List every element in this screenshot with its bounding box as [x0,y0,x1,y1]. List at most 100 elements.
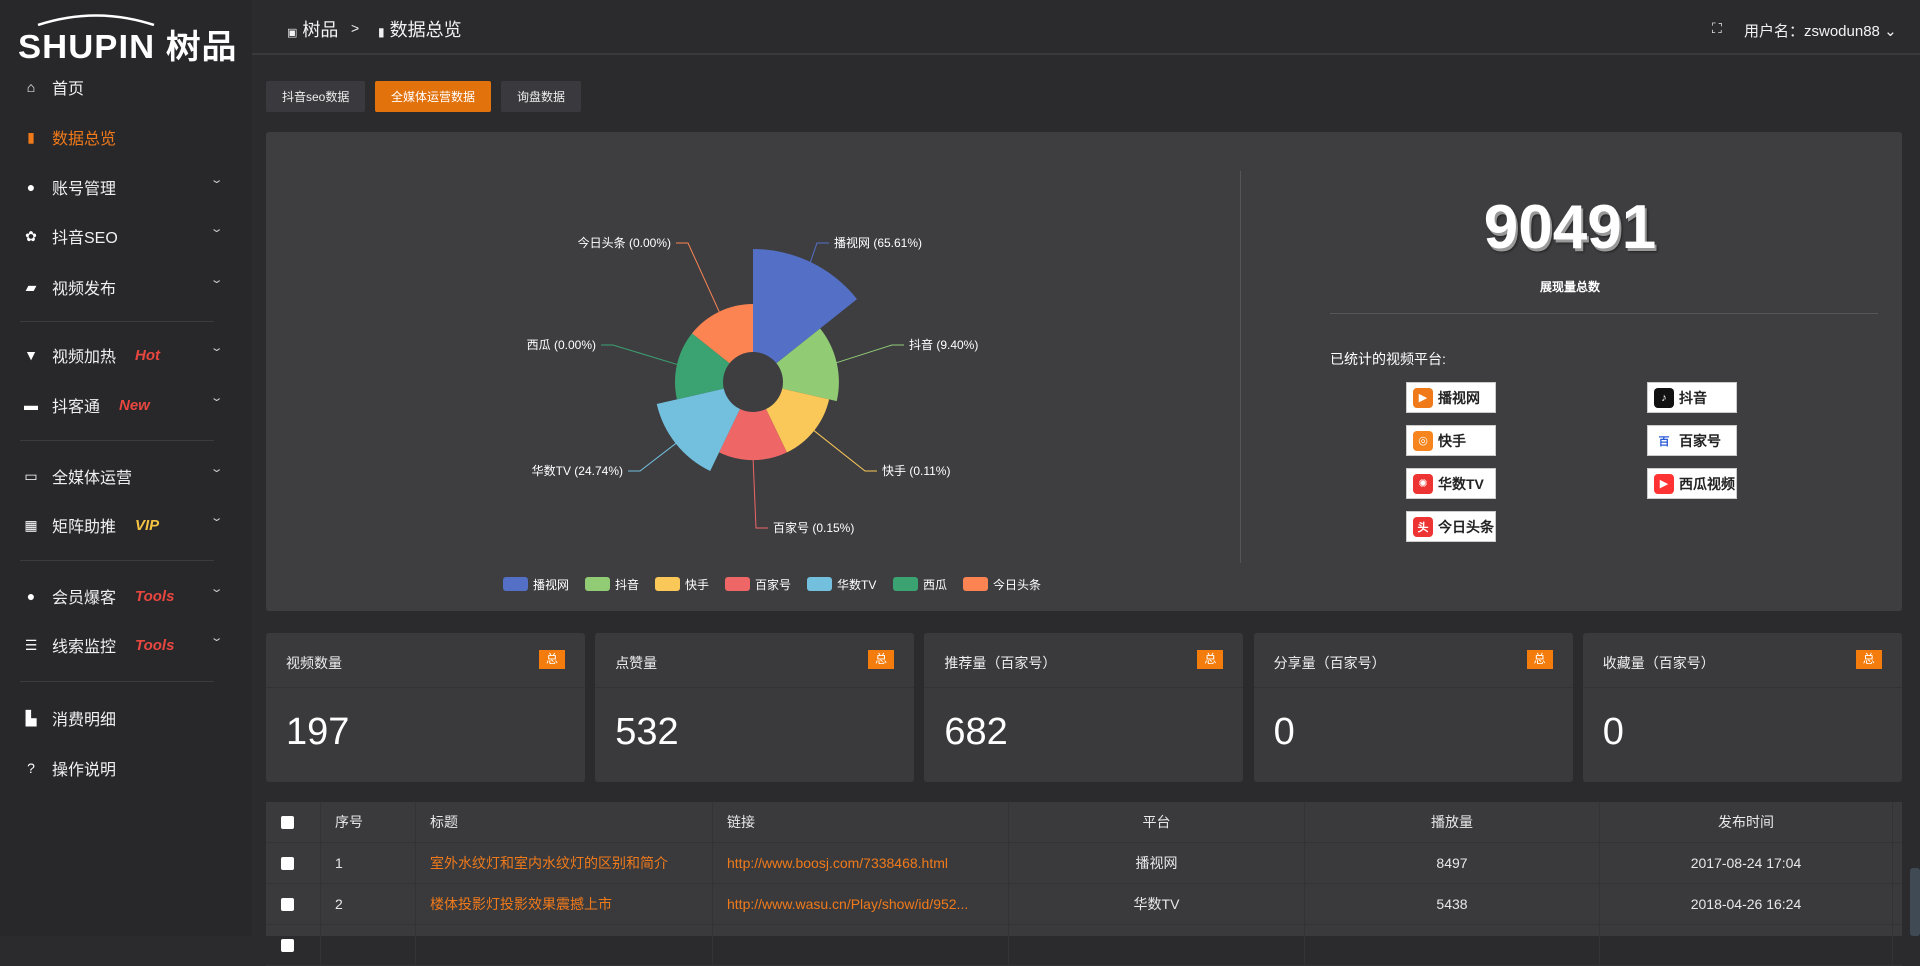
sidebar-item-10[interactable]: ☰ 线索监控 Tools ⌄ [0,625,252,665]
legend-item[interactable]: 播视网 [503,577,569,592]
stat-title: 视频数量 [286,655,342,671]
sidebar-badge: Tools [135,636,175,654]
sidebar-item-4[interactable]: ▰ 视频发布 ⌄ [0,267,252,307]
user-icon: ● [26,588,36,604]
legend-item[interactable]: 华数TV [807,577,876,592]
pie-slice[interactable] [656,388,740,471]
legend-item[interactable]: 百家号 [725,577,791,592]
cell-link: 链接 [713,802,1009,843]
stat-title: 分享量（百家号） [1273,655,1386,671]
cell-text: 1 [335,855,343,871]
title-link[interactable]: 楼体投影灯投影效果震撼上市 [430,896,612,912]
chevron-down-icon: ⌄ [209,342,224,354]
sidebar: SHUPIN 树品 [0,0,252,936]
legend-item[interactable]: 今日头条 [963,577,1041,592]
sidebar-item-7[interactable]: ▭ 全媒体运营 ⌄ [0,456,252,496]
legend-item[interactable]: 快手 [655,577,709,592]
platform-logo: ▶ 播视网 [1406,382,1496,413]
sidebar-item-6[interactable]: ▬ 抖客通 New ⌄ [0,385,252,425]
cell-platform [1009,925,1305,966]
home-icon: ⌂ [26,79,36,95]
pie-label: 百家号 (0.15%) [773,520,854,535]
tab-douyin-seo[interactable]: 抖音seo数据 [266,81,366,112]
title-link[interactable]: 室外水纹灯和室内水纹灯的区别和简介 [430,855,668,871]
help-icon: ? [27,760,35,776]
chevron-down-icon: ⌄ [209,463,224,475]
tab-inquiry[interactable]: 询盘数据 [501,81,582,112]
stat-value: 0 [1273,711,1295,753]
breadcrumb-home[interactable]: ▣ 树品 [287,20,339,40]
cell-no: 序号 [321,802,416,843]
pie-slice[interactable] [776,328,839,402]
logo[interactable]: SHUPIN 树品 [18,14,236,65]
row-checkbox[interactable] [281,898,294,911]
cell-text: 2017-08-24 17:04 [1690,855,1802,871]
platforms-label: 已统计的视频平台: [1330,351,1446,367]
cell-text: 2018-04-26 16:24 [1690,896,1802,912]
pie-slice[interactable] [766,388,830,453]
gear-icon: ✿ [25,227,37,244]
sidebar-item-9[interactable]: ● 会员爆客 Tools ⌄ [0,576,252,616]
platform-name: 快手 [1438,432,1466,449]
user-icon: ● [26,179,36,195]
legend-swatch [807,577,832,591]
legend-swatch [503,577,528,591]
cell-title: 室外水纹灯和室内水纹灯的区别和简介 [416,843,713,884]
sidebar-item-11[interactable]: ▙ 消费明细 [0,698,252,738]
column-header: 标题 [430,814,458,830]
cell-time: 2018-04-26 16:24 [1600,884,1893,925]
stat-value: 0 [1602,711,1624,753]
url-link[interactable]: http://www.boosj.com/7338468.html [727,855,949,871]
pie-label: 华数TV (24.74%) [532,463,623,478]
pie-slice[interactable] [675,333,730,400]
pie-slice[interactable] [753,249,857,364]
label-leader-line [811,428,877,472]
card-divider [924,687,1244,688]
stat-card: 分享量（百家号） 总 0 [1253,633,1573,782]
sliders-icon: ☰ [24,636,38,653]
cell-title: 标题 [416,802,713,843]
legend-swatch [893,577,918,591]
stat-value: 197 [286,711,350,753]
user-menu[interactable]: 用户名：zswodun88 ⌄ [1744,23,1897,40]
stat-title: 推荐量（百家号） [944,655,1057,671]
sidebar-item-label: 视频发布 [52,281,117,298]
row-checkbox[interactable] [281,939,294,952]
legend-item[interactable]: 抖音 [585,577,639,592]
platform-logo: ◎ 快手 [1406,425,1496,456]
sidebar-item-5[interactable]: ▼ 视频加热 Hot ⌄ [0,335,252,375]
pie-slice[interactable] [692,304,753,364]
platform-name: 华数TV [1438,475,1484,492]
sidebar-item-12[interactable]: ? 操作说明 [0,748,252,788]
url-link[interactable]: http://www.wasu.cn/Play/show/id/952... [727,896,969,912]
sidebar-item-2[interactable]: ● 账号管理 ⌄ [0,167,252,207]
label-leader-line [808,242,829,266]
legend-item[interactable]: 西瓜 [893,577,947,592]
pie-slice[interactable] [719,409,787,461]
sidebar-item-0[interactable]: ⌂ 首页 [0,67,252,107]
chevron-down-icon: ⌄ [1884,23,1897,40]
cell-link [713,925,1009,966]
stat-value: 532 [615,711,679,753]
sidebar-item-1[interactable]: ▮ 数据总览 [0,117,252,157]
sidebar-item-3[interactable]: ✿ 抖音SEO ⌄ [0,216,252,256]
select-all-checkbox[interactable] [281,816,294,829]
platform-name: 今日头条 [1438,518,1494,535]
platform-logo: 头今日头条 [1406,511,1496,542]
platform-name: 抖音 [1679,389,1707,406]
chevron-down-icon: ⌄ [209,223,224,235]
scrollbar[interactable] [1910,868,1920,936]
logo-arc [37,14,155,26]
chevron-down-icon: ⌄ [209,174,224,186]
cell-platform: 播视网 [1009,843,1305,884]
tab-all-media[interactable]: 全媒体运营数据 [375,81,492,112]
sidebar-divider [20,321,214,322]
select-cell [266,925,321,966]
legend-label: 快手 [685,578,709,592]
sidebar-item-8[interactable]: ▦ 矩阵助推 VIP ⌄ [0,505,252,545]
row-checkbox[interactable] [281,857,294,870]
platform-name: 西瓜视频 [1679,475,1735,492]
chevron-down-icon: ⌄ [209,512,224,524]
label-leader-line [833,344,904,365]
fullscreen-icon[interactable]: ⛶ [1712,20,1722,36]
